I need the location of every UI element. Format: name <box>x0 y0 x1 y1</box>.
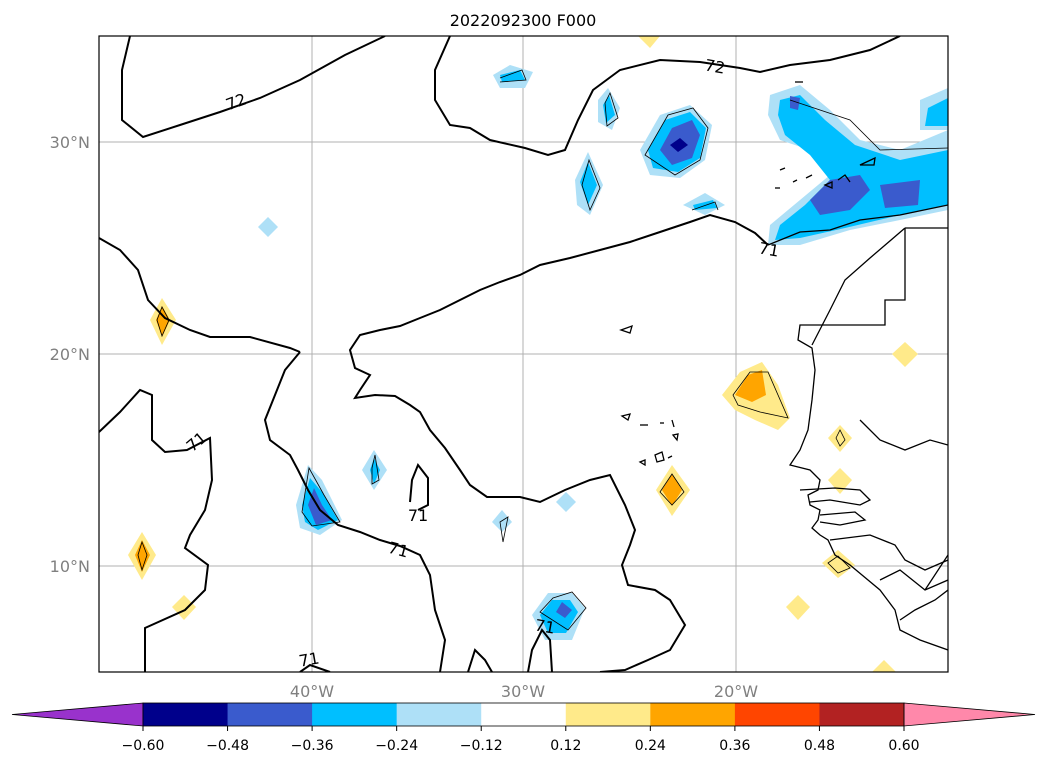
map-area: 72 72 71 71 71 71 71 71 <box>99 36 948 672</box>
lat-label-20: 20°N <box>50 345 90 364</box>
lon-labels: 40°W 30°W 20°W <box>290 682 758 701</box>
colorbar-segment <box>650 703 736 726</box>
shade-b10-med <box>556 602 572 618</box>
thin-contours <box>137 69 948 631</box>
shade-y2-inner <box>135 540 150 572</box>
shade-ne-corner-b <box>925 98 948 126</box>
contour-label: 71 <box>297 648 320 670</box>
lon-label-30w: 30°W <box>501 682 545 701</box>
shade-y8 <box>828 468 852 494</box>
colorbar-segment <box>143 703 229 726</box>
colorbar-segment <box>565 703 651 726</box>
colorbar-segment <box>819 703 905 726</box>
colorbar-tick-label: 0.24 <box>635 738 666 754</box>
gridlines <box>99 36 948 672</box>
shade-y9 <box>822 550 855 578</box>
contour-label: 71 <box>533 615 556 637</box>
shade-b9 <box>556 492 576 512</box>
colorbar-extend-low <box>11 702 144 727</box>
shade-y7 <box>828 425 852 452</box>
contour-label: 72 <box>703 55 726 77</box>
colorbar-tick-label: 0.48 <box>804 738 835 754</box>
filled-contours <box>128 36 948 672</box>
lat-label-10: 10°N <box>50 557 90 576</box>
shade-y12 <box>872 660 896 672</box>
lat-label-30: 30°N <box>50 133 90 152</box>
colorbar-segment <box>481 703 567 726</box>
contour-label: 71 <box>408 506 428 525</box>
colorbar-segment <box>396 703 482 726</box>
shade-b3-inner <box>580 162 597 205</box>
colorbar-tick-label: 0.36 <box>719 738 750 754</box>
lat-labels: 30°N 20°N 10°N <box>50 133 90 576</box>
colorbar-tick-label: −0.36 <box>291 738 334 754</box>
shade-y5-inner <box>735 370 766 402</box>
colorbar-segment <box>734 703 820 726</box>
map-title: 2022092300 F000 <box>450 11 597 30</box>
shade-y10 <box>786 595 810 620</box>
colorbar-tick-label: −0.12 <box>460 738 503 754</box>
colorbar-extend-high <box>903 702 1036 727</box>
colorbar-segment <box>312 703 398 726</box>
contour-label: 71 <box>757 238 780 260</box>
shade-y3 <box>172 595 196 620</box>
shade-y4 <box>638 36 660 48</box>
lon-label-20w: 20°W <box>714 682 758 701</box>
shade-ne-medium-3 <box>790 96 800 110</box>
colorbar-tick-label: −0.48 <box>206 738 249 754</box>
coastlines <box>619 81 948 651</box>
colorbar-tick-label: 0.12 <box>550 738 581 754</box>
colorbar-tick-label: −0.24 <box>375 738 418 754</box>
shade-blob-a-navy <box>670 138 688 152</box>
shade-ne-medium-2 <box>880 180 920 208</box>
shade-y11 <box>892 342 918 367</box>
map-frame <box>98 35 949 673</box>
colorbar: −0.60 −0.48 −0.36 −0.24 −0.12 0.12 0.24 0.36 0.4… <box>11 702 1036 754</box>
colorbar-segment <box>227 703 313 726</box>
contour-lines <box>99 36 901 672</box>
shade-b5 <box>258 217 278 237</box>
colorbar-tick-label: 0.60 <box>888 738 919 754</box>
contour-label: 71 <box>386 538 411 562</box>
colorbar-outline <box>142 702 905 727</box>
colorbar-tick-label: −0.60 <box>122 738 165 754</box>
shade-b1-inner <box>500 70 525 82</box>
lon-label-40w: 40°W <box>290 682 334 701</box>
